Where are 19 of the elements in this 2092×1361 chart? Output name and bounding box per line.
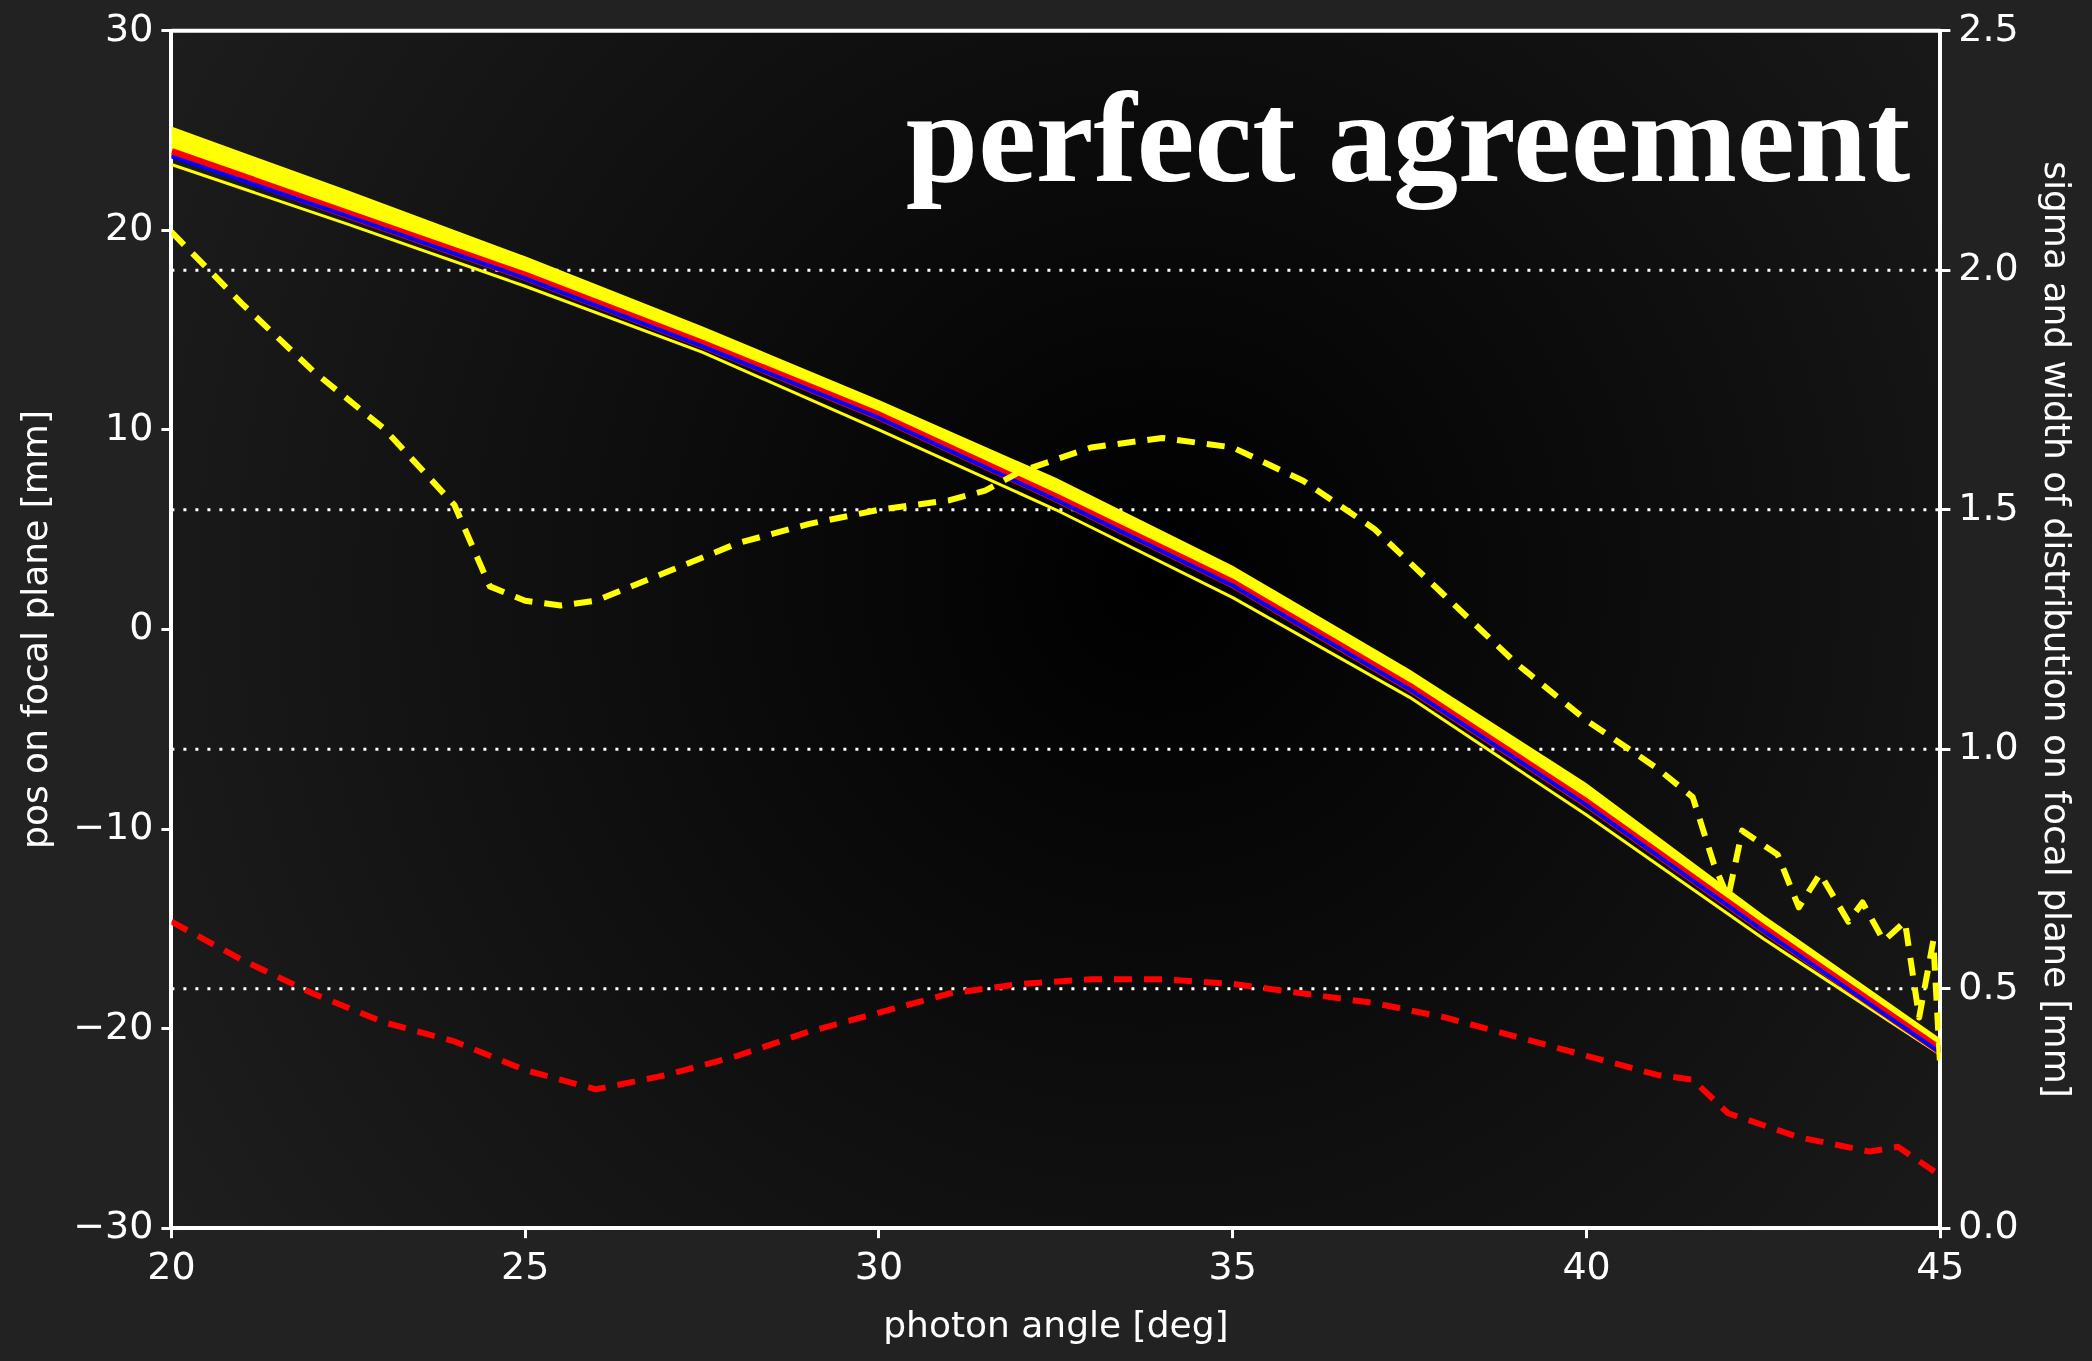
- x-tick-label: 25: [501, 1243, 550, 1288]
- y-tick-label: 20: [105, 205, 154, 250]
- x-tick-label: 35: [1208, 1243, 1257, 1288]
- y2-tick-label: 1.5: [1958, 484, 2019, 529]
- y2-tick-label: 2.5: [1958, 5, 2019, 50]
- y-tick-label: 0: [129, 604, 154, 649]
- x-tick-label: 30: [854, 1243, 904, 1288]
- y2-axis-title: sigma and width of distribution on focal plane [mm]: [2037, 161, 2079, 1098]
- y2-tick-label: 0.5: [1958, 963, 2019, 1008]
- y2-tick-label: 1.0: [1958, 724, 2019, 769]
- x-axis-title: photon angle [deg]: [883, 1303, 1229, 1345]
- y-tick-label: 10: [105, 404, 154, 449]
- y2-tick-label: 2.0: [1958, 245, 2019, 290]
- y-tick-label: 30: [105, 5, 154, 50]
- annotation: perfect agreement: [905, 64, 1911, 210]
- x-tick-label: 40: [1562, 1243, 1611, 1288]
- y-axis-title: pos on focal plane [mm]: [13, 410, 55, 849]
- y-tick-label: −20: [73, 1003, 154, 1048]
- y-tick-label: −10: [73, 803, 154, 848]
